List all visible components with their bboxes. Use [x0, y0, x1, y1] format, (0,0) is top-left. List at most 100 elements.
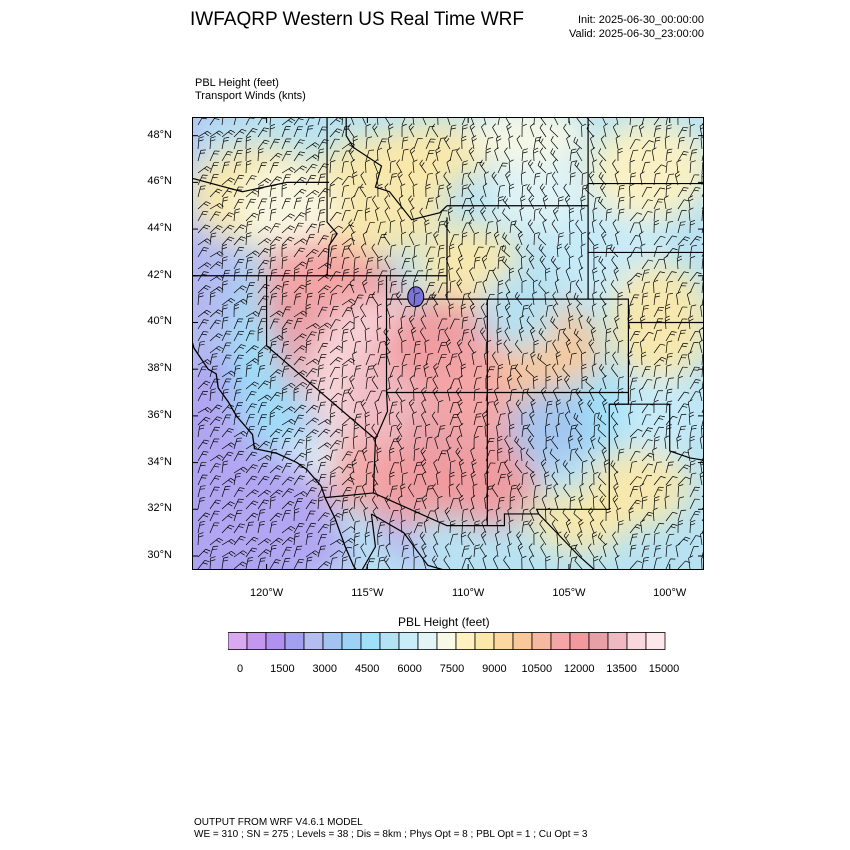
- wind-barb: [612, 159, 619, 174]
- wind-barb: [377, 531, 383, 546]
- wind-barb: [341, 364, 348, 378]
- wind-barb: [293, 427, 306, 438]
- wind-barb: [614, 435, 619, 450]
- wind-barb: [317, 496, 324, 510]
- wind-barb: [371, 471, 379, 486]
- wind-barb: [221, 485, 231, 498]
- wind-barb: [293, 508, 300, 522]
- wind-barb: [456, 435, 463, 450]
- wind-barb: [493, 399, 499, 414]
- wind-barb: [653, 164, 667, 174]
- wind-barb: [384, 339, 391, 354]
- wind-barb: [425, 485, 434, 498]
- wind-barb: [665, 461, 674, 474]
- wind-barb: [353, 413, 362, 426]
- wind-barb: [293, 165, 307, 174]
- wind-barb: [665, 221, 674, 234]
- wind-barb: [376, 327, 382, 342]
- wind-barb: [197, 497, 206, 510]
- wind-barb: [689, 424, 697, 438]
- wind-barb: [317, 419, 332, 426]
- wind-barb: [413, 292, 420, 306]
- wind-barb: [461, 531, 467, 546]
- wind-barb: [641, 463, 654, 474]
- wind-barb: [677, 536, 691, 546]
- wind-barb: [245, 451, 258, 462]
- wind-barb: [233, 487, 245, 498]
- wind-barb: [364, 531, 370, 546]
- wind-barb: [507, 507, 513, 522]
- wind-barb: [491, 483, 499, 498]
- wind-barb: [521, 411, 527, 426]
- wind-barb: [497, 280, 504, 294]
- wind-barb: [374, 459, 379, 474]
- wind-barb: [461, 198, 471, 210]
- wind-barb: [245, 232, 252, 246]
- wind-barb: [371, 291, 379, 306]
- wind-barb: [221, 269, 231, 282]
- wind-barb: [437, 137, 446, 150]
- wind-barb: [473, 426, 483, 438]
- wind-barb: [612, 219, 619, 234]
- wind-barb: [701, 172, 704, 186]
- wind-barb: [221, 524, 235, 534]
- wind-barb: [555, 423, 561, 438]
- wind-barb: [529, 123, 535, 138]
- wind-barb: [293, 212, 306, 222]
- wind-barb: [269, 489, 283, 498]
- wind-barb: [221, 442, 236, 450]
- wind-barb: [400, 315, 406, 330]
- wind-barb: [605, 339, 611, 354]
- wind-barb: [496, 423, 501, 438]
- wind-barb: [446, 159, 452, 174]
- wind-barb: [434, 507, 440, 522]
- wind-barb: [528, 543, 535, 558]
- wind-barb: [483, 315, 489, 330]
- wind-barb: [540, 543, 547, 558]
- wind-barb: [388, 375, 394, 390]
- wind-barb: [221, 404, 235, 414]
- wind-barb: [281, 488, 294, 498]
- wind-barb: [665, 208, 672, 222]
- colorbar-swatch: [550, 632, 571, 650]
- wind-barb: [257, 178, 272, 186]
- wind-barb: [493, 231, 500, 246]
- wind-barb: [197, 416, 211, 426]
- wind-barb: [329, 225, 343, 234]
- wind-barb: [305, 234, 315, 246]
- wind-barb: [616, 117, 619, 126]
- field-labels: PBL Height (feet) Transport Winds (knts): [195, 77, 306, 103]
- wind-barb: [209, 309, 223, 318]
- wind-barb: [593, 352, 600, 366]
- wind-barb: [233, 128, 247, 138]
- wind-barb: [628, 303, 634, 318]
- colorbar: [228, 632, 666, 650]
- wind-barb: [353, 543, 359, 558]
- wind-barb: [701, 240, 704, 246]
- wind-barb: [471, 351, 477, 366]
- wind-barb: [269, 236, 283, 246]
- wind-barb: [305, 368, 318, 378]
- wind-barb: [385, 543, 391, 558]
- wind-barb: [413, 387, 419, 402]
- wind-barb: [281, 476, 295, 486]
- wind-barb: [209, 545, 219, 558]
- ocean-region: [192, 117, 360, 570]
- wind-barb: [665, 400, 673, 414]
- wind-barb: [197, 390, 209, 402]
- wind-barb: [389, 366, 399, 378]
- wind-barb: [365, 436, 372, 450]
- wind-barb: [365, 340, 372, 354]
- wind-barb: [497, 473, 507, 486]
- pbl-region: [438, 445, 539, 526]
- wind-barb: [515, 399, 523, 414]
- wind-barb: [653, 271, 665, 282]
- wind-barbs: [197, 117, 704, 570]
- wind-label: Transport Winds (knts): [195, 90, 306, 102]
- wind-barb: [445, 291, 451, 306]
- init-time: Init: 2025-06-30_00:00:00: [578, 14, 704, 26]
- wind-barb: [389, 485, 398, 498]
- wind-barb: [545, 555, 551, 570]
- wind-barb: [372, 483, 379, 498]
- wind-barb: [627, 351, 633, 366]
